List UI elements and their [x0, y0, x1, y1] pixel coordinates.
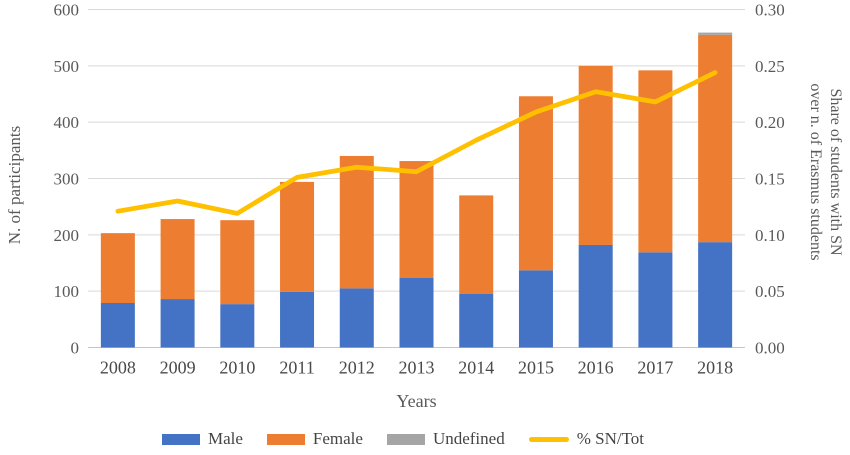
bar-segment-male-2014	[459, 293, 494, 348]
legend-item-sn-tot: % SN/Tot	[528, 429, 645, 449]
bar-segment-female-2013	[399, 161, 434, 278]
bar-segment-male-2018	[698, 242, 733, 348]
bar-segment-female-2010	[220, 220, 255, 305]
bar-segment-female-2015	[518, 96, 553, 271]
right-axis-tick-label: 0.15	[755, 170, 785, 189]
left-axis-tick-label: 200	[54, 226, 80, 245]
bar-segment-male-2017	[638, 252, 673, 348]
bar-segment-female-2018	[698, 34, 733, 243]
bar-segment-undefined-2018	[698, 32, 733, 35]
male-swatch	[161, 433, 200, 445]
right-axis-tick-label: 0.25	[755, 57, 785, 76]
bar-segment-male-2011	[280, 291, 315, 348]
category-label: 2017	[637, 358, 673, 378]
legend-label-undefined: Undefined	[432, 429, 505, 448]
legend-item-female: Female	[266, 429, 363, 449]
bar-segment-male-2009	[160, 299, 195, 348]
category-label: 2008	[100, 358, 136, 378]
category-label: 2014	[458, 358, 494, 378]
legend-item-undefined: Undefined	[386, 429, 505, 449]
category-label: 2010	[219, 358, 255, 378]
category-label: 2009	[160, 358, 196, 378]
bar-segment-female-2009	[160, 219, 195, 300]
bar-segment-male-2012	[339, 288, 374, 348]
bar-segment-male-2015	[518, 270, 553, 348]
undefined-swatch	[386, 433, 425, 445]
x-axis-title: Years	[396, 391, 437, 411]
right-axis-tick-label: 0.05	[755, 282, 785, 301]
right-axis-tick-label: 0.20	[755, 113, 785, 132]
legend-item-male: Male	[161, 429, 243, 449]
legend: Male Female Undefined % SN/Tot	[0, 429, 828, 449]
left-axis-tick-label: 0	[71, 339, 80, 358]
right-axis-tick-label: 0.10	[755, 226, 785, 245]
right-axis-tick-label: 0.00	[755, 339, 785, 358]
category-label: 2013	[399, 358, 435, 378]
left-axis-tick-label: 100	[54, 282, 80, 301]
bar-segment-male-2010	[220, 304, 255, 348]
left-axis-tick-label: 500	[54, 57, 80, 76]
category-label: 2012	[339, 358, 375, 378]
category-label: 2011	[279, 358, 314, 378]
left-axis-tick-label: 300	[54, 170, 80, 189]
category-label: 2018	[697, 358, 733, 378]
category-label: 2016	[578, 358, 614, 378]
sn-tot-line	[115, 70, 718, 216]
bar-segment-female-2012	[339, 155, 374, 289]
right-axis-tick-label: 0.30	[755, 1, 785, 20]
category-label: 2015	[518, 358, 554, 378]
bar-segment-female-2011	[280, 181, 315, 292]
sn-tot-line-swatch	[528, 436, 569, 442]
bar-segment-female-2008	[100, 233, 135, 303]
legend-label-sn-tot: % SN/Tot	[576, 429, 645, 448]
bar-segment-male-2016	[578, 244, 613, 348]
bar-segment-male-2008	[100, 302, 135, 348]
left-axis-tick-label: 600	[54, 1, 80, 20]
female-swatch	[266, 433, 305, 445]
legend-label-male: Male	[207, 429, 243, 448]
bar-segment-male-2013	[399, 277, 434, 348]
left-axis-tick-label: 400	[54, 113, 80, 132]
bar-segment-female-2014	[459, 195, 494, 294]
legend-label-female: Female	[312, 429, 363, 448]
